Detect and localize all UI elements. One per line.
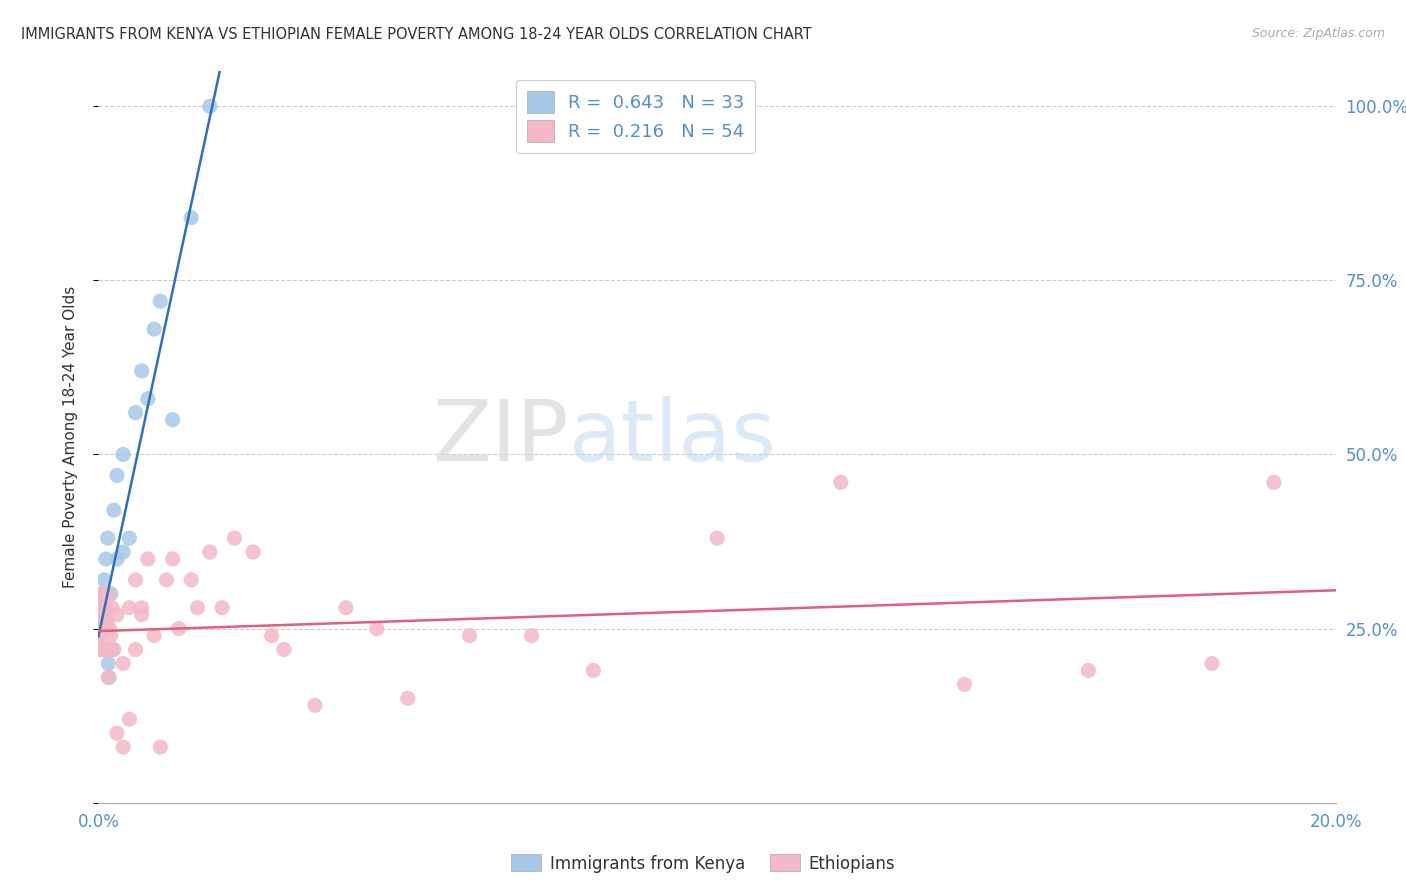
Point [91, 587, 114, 601]
Point [155, 573, 177, 587]
Point [162, 552, 184, 566]
Point [162, 412, 184, 426]
Point [260, 629, 283, 643]
Point [224, 531, 246, 545]
Point [830, 475, 852, 490]
Point [198, 545, 221, 559]
Point [1201, 657, 1223, 671]
Point [96, 615, 118, 629]
Point [97, 531, 120, 545]
Text: ZIP: ZIP [432, 395, 568, 479]
Point [136, 392, 159, 406]
Point [97, 587, 120, 601]
Point [1077, 664, 1099, 678]
Point [90, 587, 112, 601]
Point [131, 607, 153, 622]
Point [124, 406, 146, 420]
Text: IMMIGRANTS FROM KENYA VS ETHIOPIAN FEMALE POVERTY AMONG 18-24 YEAR OLDS CORRELAT: IMMIGRANTS FROM KENYA VS ETHIOPIAN FEMAL… [21, 27, 811, 42]
Point [131, 600, 153, 615]
Point [91, 607, 114, 622]
Point [118, 531, 141, 545]
Point [97, 657, 120, 671]
Point [186, 600, 208, 615]
Point [105, 468, 128, 483]
Point [89, 622, 111, 636]
Point [97, 670, 120, 684]
Point [91, 615, 114, 629]
Point [101, 642, 124, 657]
Point [149, 294, 172, 309]
Point [93, 573, 115, 587]
Point [96, 615, 118, 629]
Point [458, 629, 481, 643]
Point [89, 642, 111, 657]
Text: atlas: atlas [568, 395, 776, 479]
Point [90, 629, 112, 643]
Point [118, 600, 141, 615]
Y-axis label: Female Poverty Among 18-24 Year Olds: Female Poverty Among 18-24 Year Olds [63, 286, 77, 588]
Point [273, 642, 295, 657]
Point [706, 531, 728, 545]
Point [242, 545, 264, 559]
Point [304, 698, 326, 713]
Point [112, 657, 135, 671]
Point [90, 600, 112, 615]
Point [93, 600, 115, 615]
Point [94, 552, 117, 566]
Point [180, 211, 202, 225]
Point [101, 600, 124, 615]
Point [93, 642, 115, 657]
Point [105, 607, 128, 622]
Point [105, 552, 128, 566]
Point [1263, 475, 1285, 490]
Point [180, 573, 202, 587]
Point [90, 600, 112, 615]
Point [366, 622, 388, 636]
Point [198, 99, 221, 113]
Point [91, 622, 114, 636]
Legend: Immigrants from Kenya, Ethiopians: Immigrants from Kenya, Ethiopians [505, 847, 901, 880]
Point [98, 622, 121, 636]
Point [124, 642, 146, 657]
Point [103, 642, 125, 657]
Point [335, 600, 357, 615]
Point [211, 600, 233, 615]
Point [124, 573, 146, 587]
Text: Source: ZipAtlas.com: Source: ZipAtlas.com [1251, 27, 1385, 40]
Point [100, 587, 122, 601]
Point [100, 629, 122, 643]
Point [96, 642, 118, 657]
Point [143, 322, 166, 336]
Point [167, 622, 190, 636]
Point [89, 642, 111, 657]
Point [143, 629, 166, 643]
Point [136, 552, 159, 566]
Point [112, 740, 135, 755]
Point [105, 726, 128, 740]
Point [582, 664, 605, 678]
Legend: R =  0.643   N = 33, R =  0.216   N = 54: R = 0.643 N = 33, R = 0.216 N = 54 [516, 80, 755, 153]
Point [93, 622, 115, 636]
Point [97, 670, 120, 684]
Point [94, 642, 117, 657]
Point [396, 691, 419, 706]
Point [131, 364, 153, 378]
Point [89, 629, 111, 643]
Point [103, 503, 125, 517]
Point [93, 600, 115, 615]
Point [93, 622, 115, 636]
Point [93, 587, 115, 601]
Point [90, 615, 112, 629]
Point [112, 448, 135, 462]
Point [520, 629, 543, 643]
Point [953, 677, 976, 691]
Point [112, 545, 135, 559]
Point [118, 712, 141, 726]
Point [149, 740, 172, 755]
